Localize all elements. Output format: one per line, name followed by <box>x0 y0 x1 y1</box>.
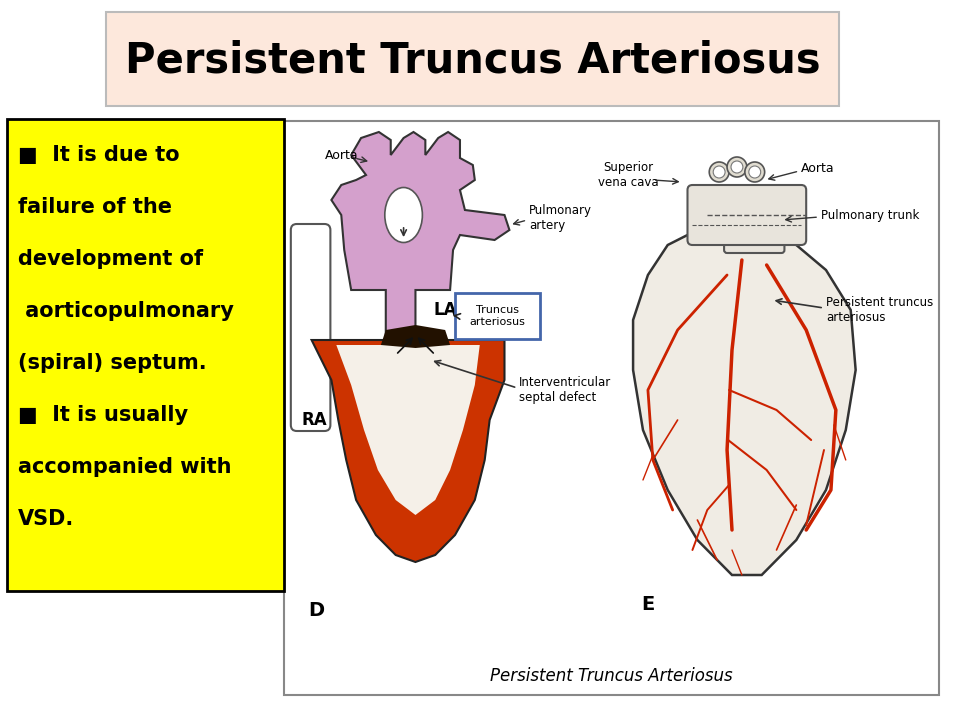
Circle shape <box>745 162 765 182</box>
Text: RA: RA <box>301 411 327 429</box>
Text: Superior
vena cava: Superior vena cava <box>598 161 659 189</box>
FancyBboxPatch shape <box>687 185 806 245</box>
Text: failure of the: failure of the <box>18 197 172 217</box>
Text: VSD.: VSD. <box>18 509 74 529</box>
Circle shape <box>749 166 760 178</box>
Text: Persistent Truncus Arteriosus: Persistent Truncus Arteriosus <box>490 667 732 685</box>
Text: ■  It is usually: ■ It is usually <box>18 405 188 425</box>
FancyBboxPatch shape <box>291 224 330 431</box>
Circle shape <box>731 161 743 173</box>
Polygon shape <box>312 340 505 562</box>
Text: Truncus
arteriosus: Truncus arteriosus <box>469 305 525 327</box>
Text: (spiral) septum.: (spiral) septum. <box>18 353 206 373</box>
Text: Aorta: Aorta <box>324 148 358 161</box>
Text: E: E <box>641 595 655 614</box>
FancyBboxPatch shape <box>7 119 284 591</box>
FancyBboxPatch shape <box>724 207 784 253</box>
Polygon shape <box>331 132 510 340</box>
Text: D: D <box>308 600 324 619</box>
Text: accompanied with: accompanied with <box>18 457 231 477</box>
Text: Persistent truncus
arteriosus: Persistent truncus arteriosus <box>826 296 933 324</box>
Circle shape <box>709 162 729 182</box>
FancyBboxPatch shape <box>455 293 540 339</box>
FancyBboxPatch shape <box>284 121 939 695</box>
Polygon shape <box>336 345 480 515</box>
Text: Pulmonary trunk: Pulmonary trunk <box>821 209 920 222</box>
Text: Persistent Truncus Arteriosus: Persistent Truncus Arteriosus <box>125 39 821 81</box>
Text: development of: development of <box>18 249 203 269</box>
Circle shape <box>713 166 725 178</box>
Ellipse shape <box>385 187 422 243</box>
Text: ■  It is due to: ■ It is due to <box>18 145 180 165</box>
Polygon shape <box>633 230 855 575</box>
Text: Interventricular
septal defect: Interventricular septal defect <box>519 376 612 404</box>
FancyBboxPatch shape <box>106 12 839 106</box>
Text: LA: LA <box>433 301 457 319</box>
Text: Pulmonary
artery: Pulmonary artery <box>529 204 592 232</box>
Circle shape <box>727 157 747 177</box>
Text: aorticopulmonary: aorticopulmonary <box>18 301 233 321</box>
Polygon shape <box>381 325 450 348</box>
Text: Aorta: Aorta <box>802 161 835 174</box>
